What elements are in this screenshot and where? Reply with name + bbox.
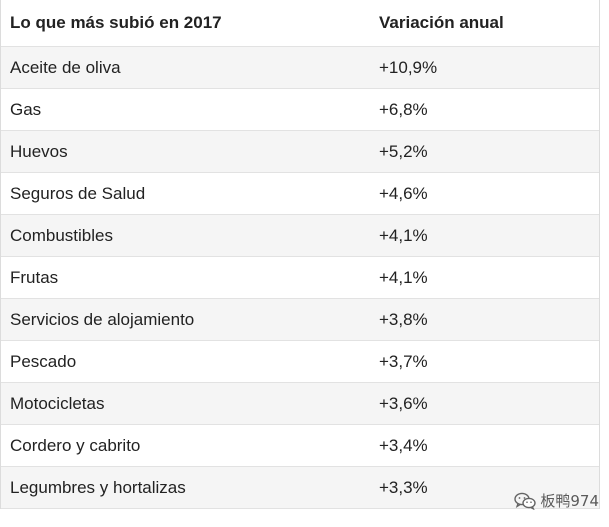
item-cell: Huevos bbox=[10, 141, 68, 161]
table-row: Frutas +4,1% bbox=[1, 257, 599, 299]
table-row: Motocicletas +3,6% bbox=[1, 383, 599, 425]
item-cell: Aceite de oliva bbox=[10, 57, 121, 77]
item-cell: Pescado bbox=[10, 351, 77, 371]
column-header-change: Variación anual bbox=[379, 13, 504, 32]
table-row: Cordero y cabrito +3,4% bbox=[1, 425, 599, 467]
item-cell: Servicios de alojamiento bbox=[10, 309, 195, 329]
change-cell: +5,2% bbox=[379, 141, 428, 161]
column-header-item: Lo que más subió en 2017 bbox=[10, 13, 222, 32]
item-cell: Combustibles bbox=[10, 225, 113, 245]
change-cell: +4,1% bbox=[379, 267, 428, 287]
watermark: 板鸭974 bbox=[514, 490, 599, 511]
change-cell: +3,8% bbox=[379, 309, 428, 329]
change-cell: +4,6% bbox=[379, 183, 428, 203]
table-header-row: Lo que más subió en 2017 Variación anual bbox=[1, 0, 599, 47]
change-cell: +6,8% bbox=[379, 99, 428, 119]
item-cell: Legumbres y hortalizas bbox=[10, 477, 186, 497]
price-change-table: Lo que más subió en 2017 Variación anual… bbox=[0, 0, 600, 509]
item-cell: Cordero y cabrito bbox=[10, 435, 141, 455]
change-cell: +4,1% bbox=[379, 225, 428, 245]
change-cell: +3,4% bbox=[379, 435, 428, 455]
change-cell: +3,7% bbox=[379, 351, 428, 371]
item-cell: Gas bbox=[10, 99, 42, 119]
table-row: Gas +6,8% bbox=[1, 89, 599, 131]
item-cell: Seguros de Salud bbox=[10, 183, 146, 203]
table-row: Aceite de oliva +10,9% bbox=[1, 47, 599, 89]
change-cell: +10,9% bbox=[379, 57, 438, 77]
table-row: Pescado +3,7% bbox=[1, 341, 599, 383]
watermark-text: 板鸭974 bbox=[540, 492, 599, 510]
wechat-icon bbox=[514, 492, 537, 510]
table-row: Legumbres y hortalizas +3,3% bbox=[1, 467, 599, 509]
item-cell: Motocicletas bbox=[10, 393, 105, 413]
table-row: Huevos +5,2% bbox=[1, 131, 599, 173]
change-cell: +3,3% bbox=[379, 477, 428, 497]
change-cell: +3,6% bbox=[379, 393, 428, 413]
item-cell: Frutas bbox=[10, 267, 59, 287]
table-row: Combustibles +4,1% bbox=[1, 215, 599, 257]
table-row: Servicios de alojamiento +3,8% bbox=[1, 299, 599, 341]
table-row: Seguros de Salud +4,6% bbox=[1, 173, 599, 215]
